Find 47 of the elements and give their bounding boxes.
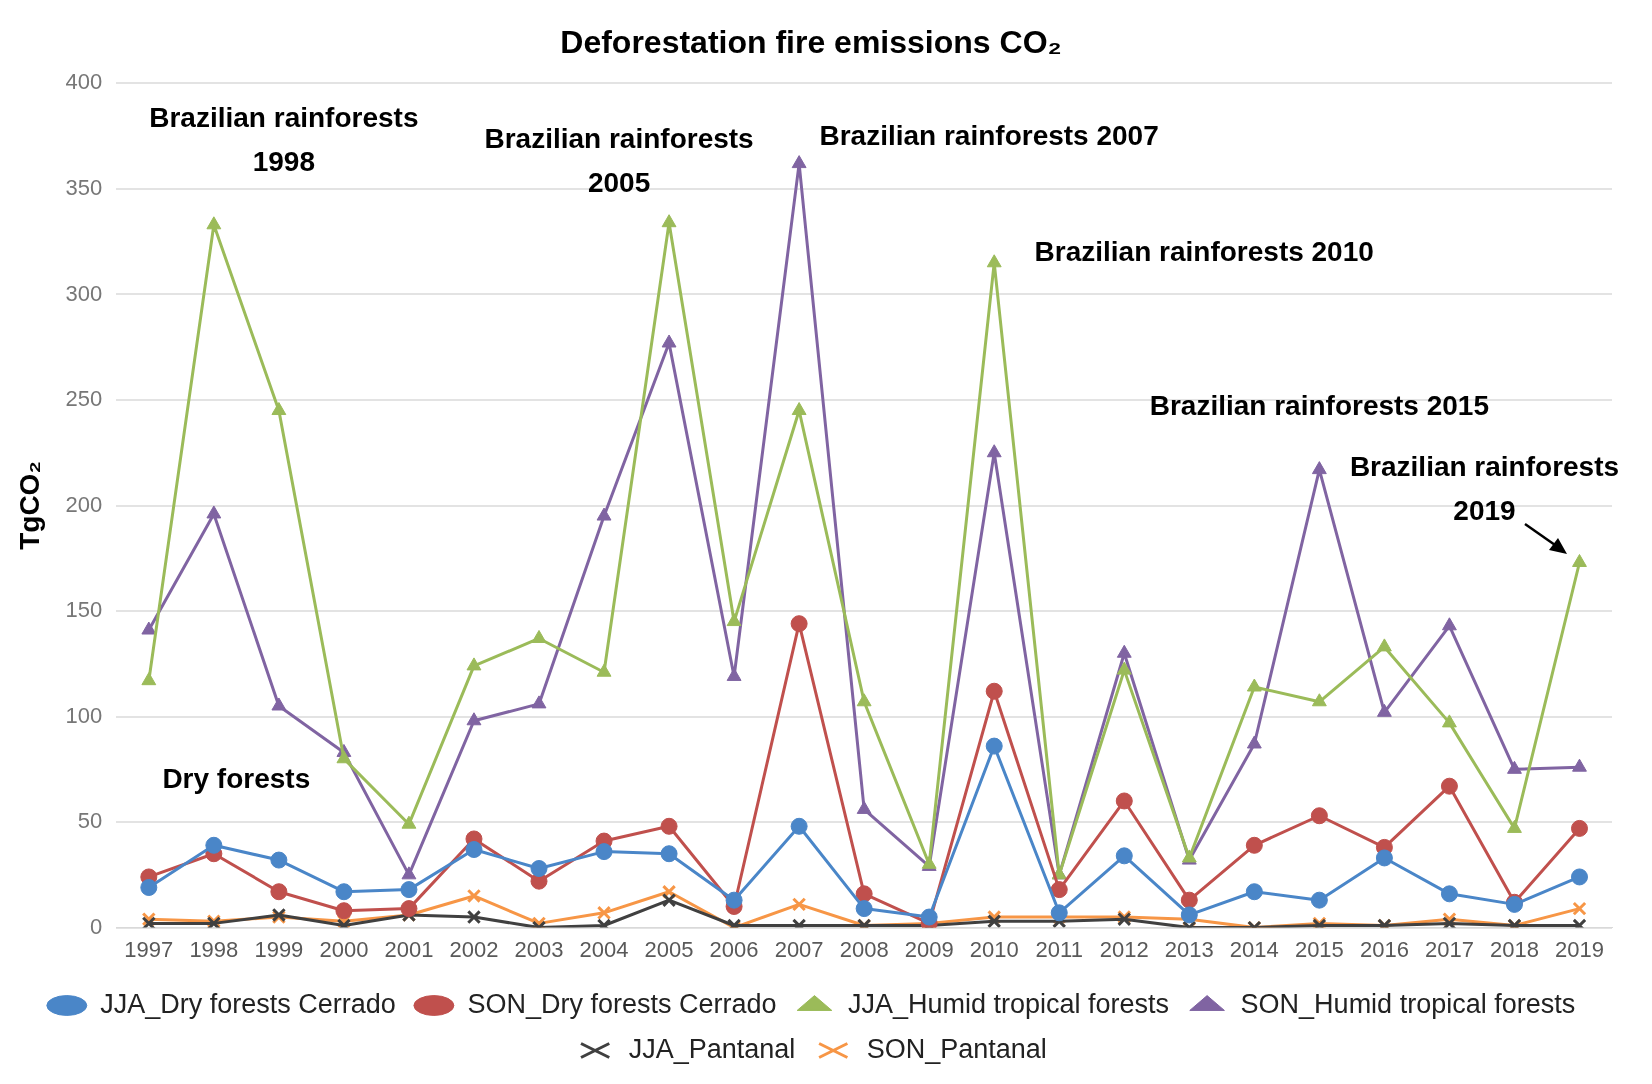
annotation: Dry forests (162, 762, 311, 794)
legend-label: JJA_Pantanal (628, 1033, 796, 1064)
x-tick-label: 2004 (579, 936, 629, 962)
x-tick-label: 2006 (709, 936, 759, 962)
annotation: Brazilian rainforests 2019 (1349, 451, 1620, 527)
y-axis-title: TgCO₂ (13, 461, 45, 550)
x-tick-label: 2007 (774, 936, 824, 962)
x-tick-label: 2017 (1424, 936, 1474, 962)
x-tick-label: 1997 (124, 936, 174, 962)
x-tick-label: 2018 (1489, 936, 1539, 962)
x-tick-label: 1998 (189, 936, 239, 962)
x-tick-label: 2014 (1229, 936, 1279, 962)
x-tick-label: 2009 (904, 936, 954, 962)
y-tick-label: 150 (65, 597, 103, 623)
annotation: Brazilian rainforests 1998 (149, 101, 419, 177)
x-tick-label: 2005 (644, 936, 694, 962)
legend-label: JJA_Humid tropical forests (847, 988, 1170, 1019)
annotation: Brazilian rainforests 2005 (484, 123, 754, 199)
x-tick-label: 2010 (969, 936, 1019, 962)
x-tick-label: 2011 (1035, 936, 1083, 962)
y-tick-label: 400 (65, 69, 103, 95)
annotation: Brazilian rainforests 2010 (1034, 235, 1374, 267)
y-tick-label: 350 (65, 174, 103, 200)
y-tick-label: 200 (65, 491, 103, 517)
x-tick-label: 2015 (1294, 936, 1344, 962)
y-tick-label: 100 (65, 702, 103, 728)
y-tick-label: 0 (90, 913, 103, 939)
x-tick-label: 2013 (1164, 936, 1214, 962)
annotation: Brazilian rainforests 2015 (1149, 390, 1489, 422)
annotation: Brazilian rainforests 2007 (819, 120, 1159, 152)
x-tick-label: 1999 (254, 936, 304, 962)
chart-title: Deforestation fire emissions CO₂ (560, 24, 1062, 61)
x-tick-label: 2002 (449, 936, 499, 962)
x-tick-label: 2008 (839, 936, 889, 962)
y-tick-label: 50 (77, 808, 103, 834)
x-tick-label: 2012 (1099, 936, 1149, 962)
legend-label: SON_Humid tropical forests (1240, 988, 1576, 1019)
legend-label: SON_Pantanal (866, 1033, 1047, 1064)
y-tick-label: 250 (65, 386, 103, 412)
x-tick-label: 2003 (514, 936, 564, 962)
legend-label: SON_Dry forests Cerrado (467, 988, 777, 1019)
x-tick-label: 2019 (1555, 936, 1604, 962)
legend-label: JJA_Dry forests Cerrado (100, 988, 396, 1019)
x-tick-label: 2016 (1359, 936, 1409, 962)
x-tick-label: 2001 (384, 936, 434, 962)
y-tick-label: 300 (65, 280, 103, 306)
x-tick-label: 2000 (319, 936, 369, 962)
